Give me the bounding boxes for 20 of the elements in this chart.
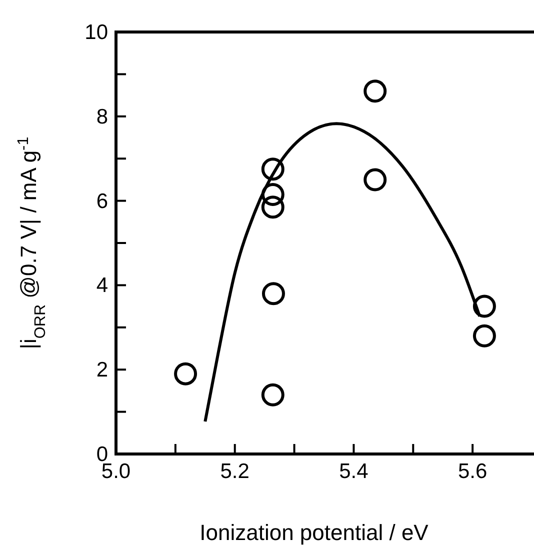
point [472, 324, 496, 348]
point [262, 282, 285, 306]
point [261, 182, 284, 206]
x-axis-title: Ionization potential / eV [200, 520, 429, 545]
x-tick-label: 5.4 [339, 460, 369, 483]
point [472, 294, 496, 318]
x-tick-label: 5.0 [101, 460, 131, 483]
x-tick-label: 5.6 [458, 460, 488, 483]
y-tick-label: 10 [84, 21, 108, 44]
point [261, 383, 284, 406]
y-tick-label: 2 [96, 358, 108, 382]
y-tick-label: 6 [96, 190, 108, 213]
x-tick-label: 5.2 [220, 460, 250, 483]
point [364, 80, 387, 103]
point [261, 158, 284, 181]
y-tick-label: 8 [96, 105, 108, 128]
point [174, 362, 198, 386]
y-tick-label: 4 [96, 274, 108, 298]
point [261, 196, 284, 219]
point [364, 168, 387, 192]
